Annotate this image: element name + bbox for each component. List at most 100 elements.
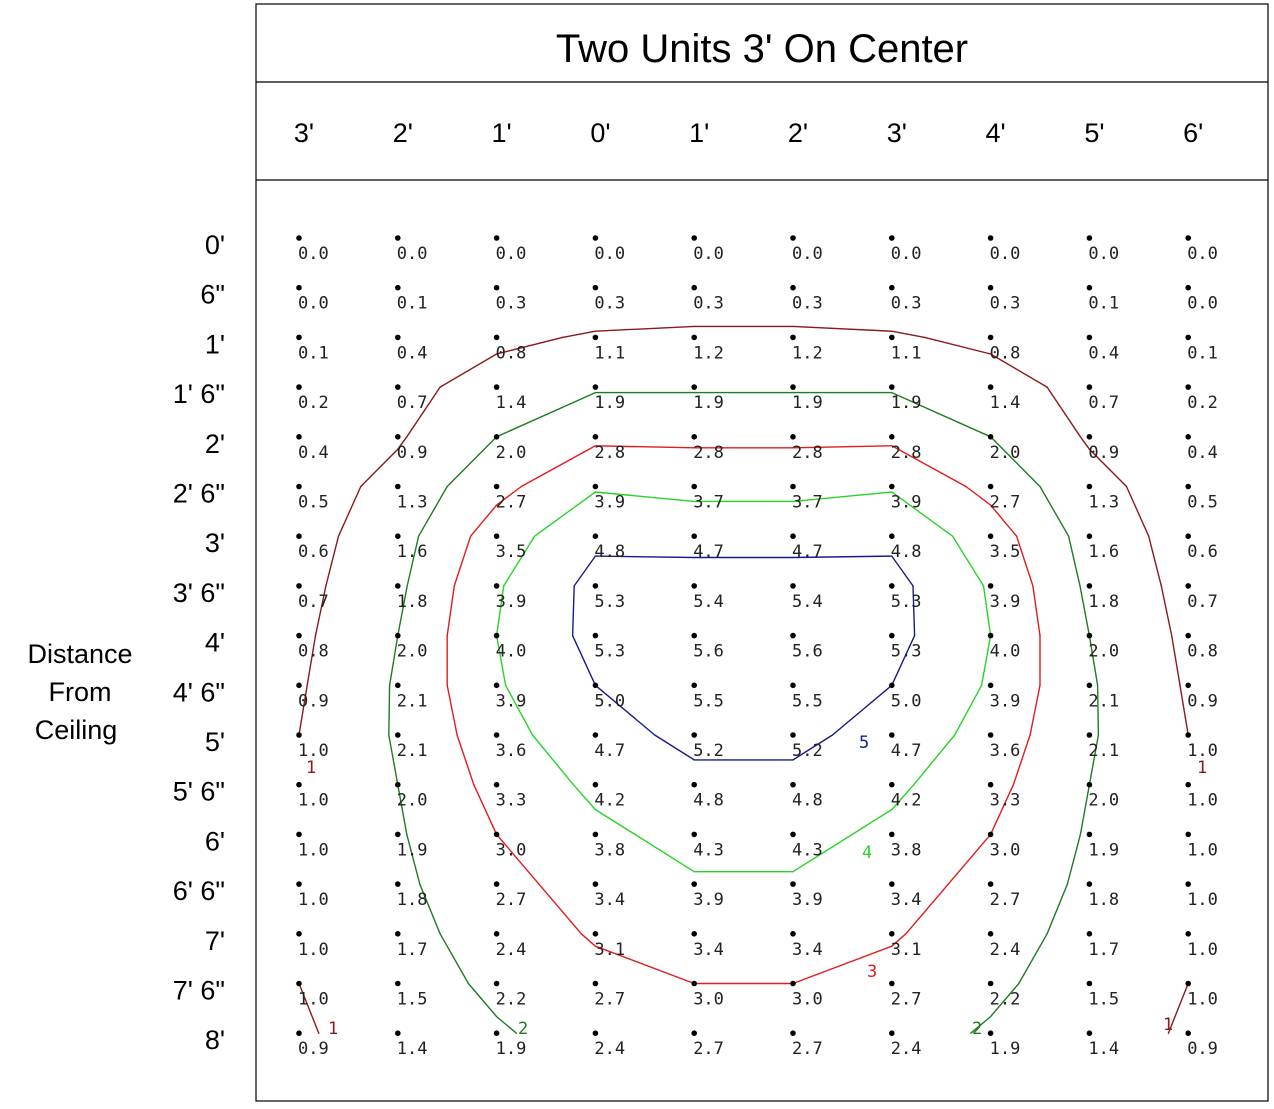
contour-segment [982, 585, 992, 637]
grid-value: 0.4 [1187, 443, 1218, 463]
grid-value: 3.0 [990, 840, 1021, 860]
grid-value: 5.3 [891, 642, 922, 662]
grid-value: 3.7 [693, 493, 724, 513]
contour-segment [503, 535, 536, 587]
grid-value: 5.5 [693, 691, 724, 711]
grid-value: 1.0 [1187, 890, 1218, 910]
y-tick-label: 4' 6" [173, 677, 225, 707]
contour-segment [654, 734, 695, 761]
grid-value: 3.9 [990, 691, 1021, 711]
grid-point [493, 284, 500, 291]
grid-point [987, 632, 994, 639]
grid-value: 2.7 [496, 493, 527, 513]
grid-value: 0.0 [298, 244, 329, 264]
grid-point [889, 980, 895, 987]
grid-value: 0.5 [298, 493, 329, 513]
grid-value: 3.9 [496, 691, 527, 711]
grid-point [987, 682, 994, 689]
y-tick-label: 1' [205, 329, 225, 359]
grid-point [1086, 881, 1093, 887]
contour-segment [388, 734, 399, 786]
y-tick-label: 3' [205, 528, 225, 558]
grid-point [592, 434, 599, 440]
grid-value: 0.1 [1088, 294, 1119, 314]
grid-point [889, 334, 895, 341]
contour-segment [989, 982, 1020, 1018]
contour-segment [594, 445, 695, 449]
contour-segment [572, 784, 597, 811]
grid-value: 0.6 [298, 542, 329, 562]
grid-point [889, 632, 895, 639]
grid-point [889, 533, 895, 539]
grid-value: 0.1 [1187, 343, 1218, 363]
contour-segment [360, 448, 399, 488]
contour-segment [538, 883, 582, 935]
grid-value: 5.3 [594, 592, 625, 612]
grid-value: 5.3 [891, 592, 922, 612]
contour-segment [439, 933, 470, 985]
grid-point [691, 831, 697, 838]
grid-values: 0.0 0.0 0.0 0.0 0.0 0.0 0.0 0.0 0.0 0.0 0.0 0.1 0.3 0… [298, 244, 1218, 1059]
grid-point [395, 284, 401, 291]
contour-segment [792, 833, 853, 873]
grid-point [296, 881, 302, 887]
y-tick-label: 0' [205, 230, 225, 260]
grid-point [889, 1030, 895, 1036]
contour-segment [1012, 734, 1031, 786]
grid-point [493, 235, 500, 241]
grid-point [395, 682, 401, 689]
grid-value: 0.0 [298, 294, 329, 314]
grid-point [1185, 384, 1191, 390]
grid-point [889, 235, 895, 241]
grid-value: 2.1 [397, 741, 428, 761]
grid-value: 1.4 [397, 1039, 428, 1059]
contour-segment [504, 684, 534, 736]
grid-point [1185, 831, 1191, 838]
x-tick-label: 1' [689, 118, 709, 148]
grid-point [790, 732, 796, 738]
y-tick-label: 5' [205, 727, 225, 757]
contour-segment [561, 330, 597, 339]
contour-segment [495, 391, 597, 438]
grid-value: 1.9 [891, 393, 922, 413]
grid-value: 1.4 [990, 393, 1021, 413]
contour-segment [573, 555, 597, 587]
grid-value: 5.4 [792, 592, 823, 612]
contour-segment [634, 833, 695, 873]
contour-level-3: 3 [446, 445, 1041, 985]
grid-point [493, 334, 500, 341]
grid-point [1086, 483, 1093, 490]
grid-point [296, 533, 302, 539]
contour-segment [594, 325, 695, 332]
grid-value: 3.9 [990, 592, 1021, 612]
grid-value: 1.1 [891, 343, 922, 363]
grid-value: 0.6 [1187, 542, 1218, 562]
grid-point [691, 1030, 697, 1036]
grid-point [493, 384, 500, 390]
grid-value: 4.8 [891, 542, 922, 562]
grid-point [592, 632, 599, 639]
grid-value: 2.1 [1088, 691, 1119, 711]
grid-value: 2.4 [496, 940, 527, 960]
grid-point [395, 881, 401, 887]
grid-point [592, 682, 599, 689]
contour-segment [495, 585, 505, 637]
contour-label: 1 [1163, 1015, 1173, 1035]
grid-value: 0.8 [298, 642, 329, 662]
contour-segment [406, 386, 441, 438]
grid-value: 0.7 [1187, 592, 1218, 612]
contour-segment [1125, 485, 1150, 537]
grid-value: 3.3 [990, 791, 1021, 811]
grid-value: 0.3 [792, 294, 823, 314]
contour-segment [792, 734, 834, 761]
grid-point [1086, 1030, 1093, 1036]
grid-point [691, 533, 697, 539]
grid-value: 0.3 [891, 294, 922, 314]
contour-segment [1015, 535, 1034, 587]
y-tick-label: 1' 6" [173, 379, 225, 409]
y-axis-title-line-3: Ceiling [35, 715, 118, 745]
grid-value: 2.7 [792, 1039, 823, 1059]
grid-point [691, 931, 697, 937]
grid-point [790, 235, 796, 241]
grid-value: 0.7 [1088, 393, 1119, 413]
